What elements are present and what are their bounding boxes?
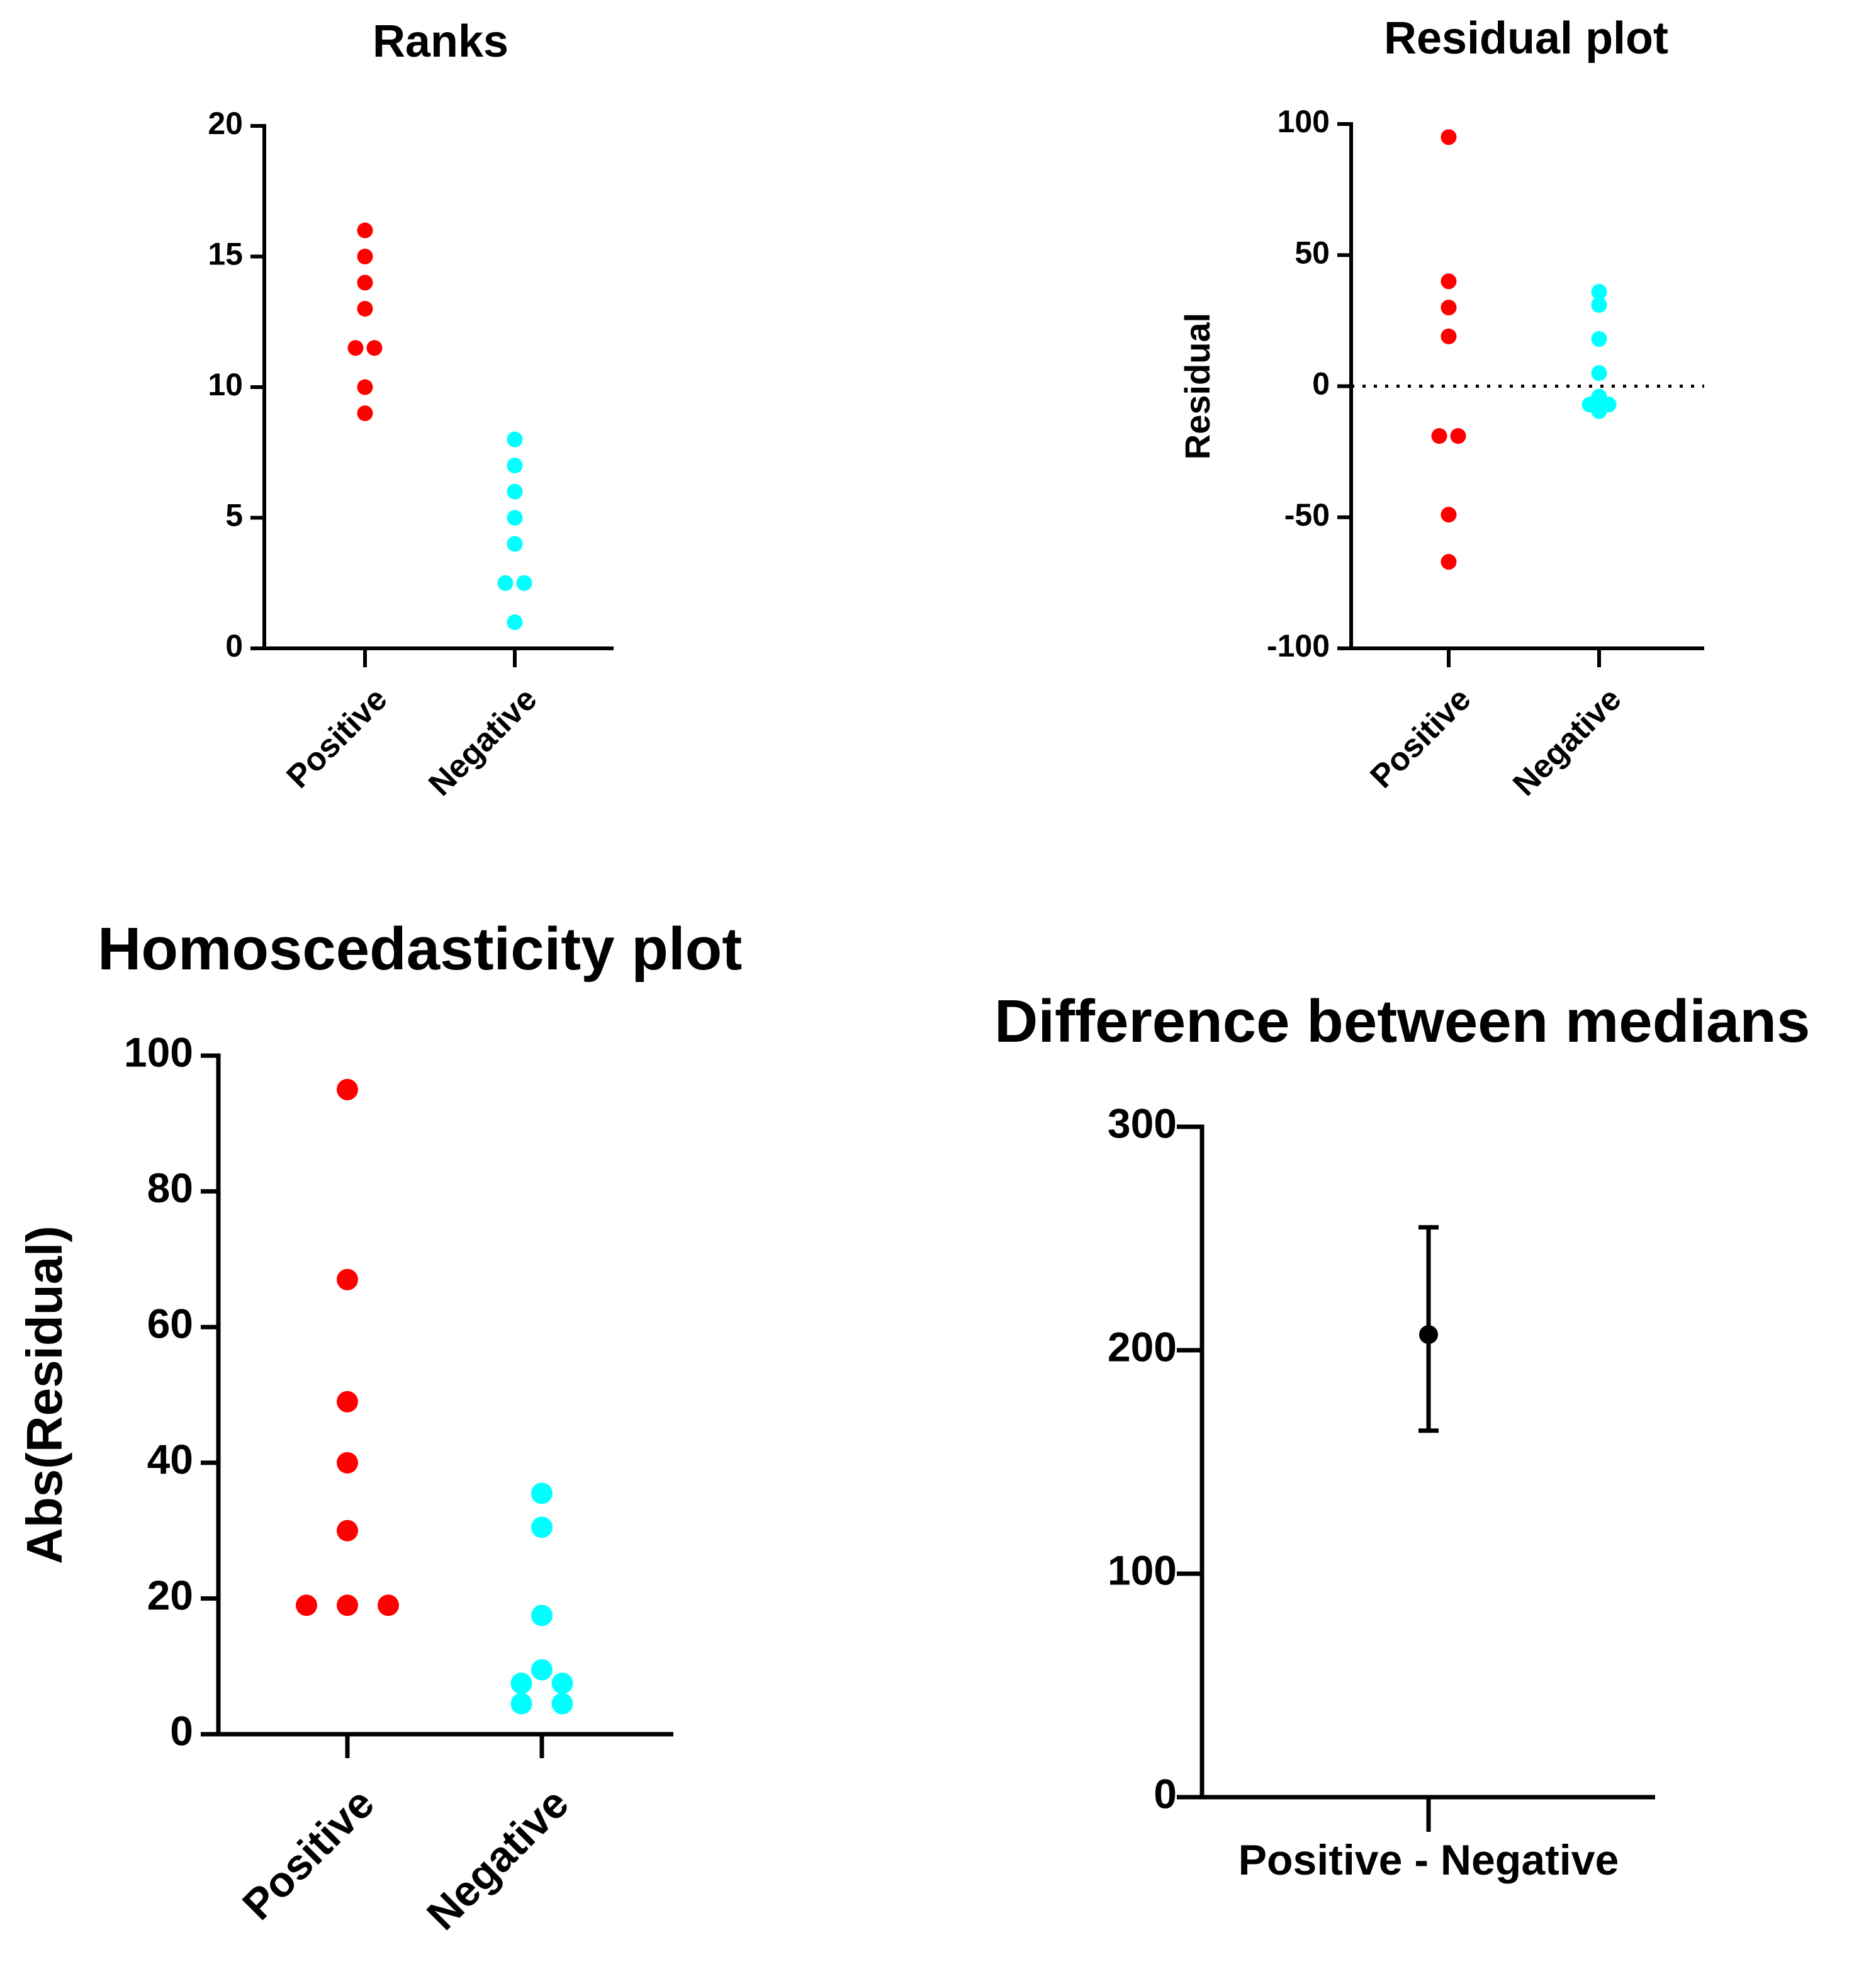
data-point-positive: [337, 1520, 358, 1542]
data-point-positive: [357, 249, 373, 264]
data-point-positive: [1441, 328, 1457, 344]
data-point-positive: [1441, 554, 1457, 570]
y-tick-label: -100: [1267, 628, 1330, 663]
median-difference-point: [1419, 1325, 1438, 1345]
data-point-negative: [551, 1673, 573, 1695]
x-category-label: Negative: [422, 680, 544, 803]
y-tick-label: 200: [1108, 1323, 1177, 1370]
x-category-label: Positive: [1363, 680, 1478, 795]
y-tick-label: 100: [1278, 104, 1330, 139]
y-tick-label: 50: [1295, 235, 1330, 270]
data-point-negative: [507, 458, 523, 473]
y-axis-label: Abs(Residual): [16, 1226, 72, 1564]
y-tick-label: 20: [208, 106, 243, 141]
data-point-negative: [516, 575, 532, 591]
y-tick-label: 0: [1154, 1770, 1177, 1817]
data-point-positive: [347, 340, 364, 356]
y-tick-label: 10: [208, 367, 243, 402]
data-point-positive: [357, 274, 373, 291]
y-tick-label: 15: [208, 237, 243, 272]
y-tick-label: 60: [147, 1300, 193, 1347]
y-axis-label: Residual: [1177, 313, 1217, 460]
data-point-negative: [1591, 331, 1607, 347]
data-point-positive: [1441, 507, 1457, 523]
data-point-positive: [337, 1391, 358, 1413]
data-point-positive: [1441, 300, 1457, 316]
data-point-positive: [337, 1268, 358, 1290]
data-point-negative: [497, 575, 514, 591]
y-tick-label: 300: [1108, 1100, 1177, 1146]
data-point-negative: [507, 483, 523, 500]
difference-between-medians-panel: Difference between medians 0 100 200 300 Posi…: [994, 988, 1810, 1884]
data-point-positive: [296, 1594, 317, 1616]
y-tick-label: 100: [124, 1029, 193, 1075]
x-category-label: Negative: [1506, 680, 1628, 803]
data-point-negative: [531, 1605, 553, 1627]
data-point-negative: [507, 614, 523, 630]
y-tick-label: 0: [170, 1707, 193, 1754]
residual-plot-panel: Residual plot Residual -100 -50 0 50 100 Positi…: [1177, 13, 1704, 803]
data-point-negative: [1591, 365, 1607, 381]
data-point-positive: [357, 222, 373, 239]
data-point-negative: [1591, 403, 1607, 419]
chart-title: Residual plot: [1384, 13, 1668, 64]
data-point-positive: [1431, 428, 1447, 444]
x-category-label: Positive: [279, 680, 394, 795]
data-point-positive: [357, 301, 373, 317]
data-point-negative: [531, 1516, 553, 1538]
y-tick-label: 0: [225, 628, 243, 663]
data-point-positive: [357, 405, 373, 421]
data-point-positive: [357, 379, 373, 395]
data-point-positive: [1441, 129, 1457, 145]
data-point-positive: [1441, 273, 1457, 290]
y-tick-label: 0: [1312, 366, 1330, 402]
data-point-positive: [337, 1078, 358, 1100]
data-point-positive: [378, 1594, 399, 1616]
homoscedasticity-plot-panel: Homoscedasticity plot Abs(Residual) 0 20 40 6…: [16, 915, 742, 1939]
y-tick-label: 100: [1108, 1547, 1177, 1593]
data-point-positive: [337, 1594, 358, 1616]
data-point-negative: [510, 1673, 532, 1695]
y-tick-label: 80: [147, 1165, 193, 1211]
y-tick-label: 20: [147, 1572, 193, 1618]
y-tick-label: 40: [147, 1436, 193, 1482]
data-point-negative: [531, 1659, 553, 1681]
data-point-negative: [1591, 284, 1607, 300]
data-point-negative: [507, 510, 523, 526]
data-point-negative: [1591, 296, 1607, 313]
chart-title: Homoscedasticity plot: [98, 915, 742, 983]
x-category-label: Positive: [233, 1779, 383, 1929]
data-point-negative: [510, 1693, 532, 1715]
data-point-negative: [507, 536, 523, 552]
ranks-panel: Ranks 0 5 10 15 20 Positive Negative: [208, 16, 614, 803]
chart-title: Ranks: [373, 16, 508, 67]
data-point-negative: [531, 1482, 553, 1504]
y-tick-label: 5: [225, 498, 243, 533]
x-category-label: Positive - Negative: [1238, 1836, 1619, 1884]
data-point-negative: [551, 1693, 573, 1715]
data-point-positive: [366, 340, 383, 356]
chart-title: Difference between medians: [994, 988, 1810, 1055]
y-tick-label: -50: [1284, 497, 1330, 533]
data-point-negative: [507, 431, 523, 448]
data-point-positive: [337, 1452, 358, 1474]
x-category-label: Negative: [418, 1779, 578, 1939]
data-point-positive: [1450, 428, 1466, 444]
